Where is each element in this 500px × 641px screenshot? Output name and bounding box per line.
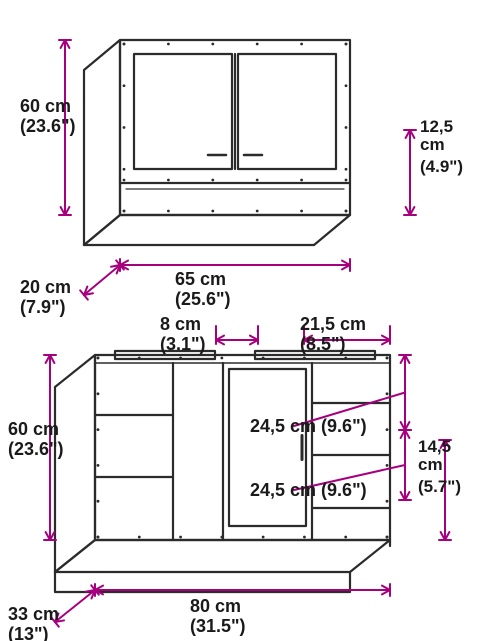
dim-mid_right_w: 21,5 cm(8.5") xyxy=(300,314,390,354)
svg-text:24,5 cm (9.6"): 24,5 cm (9.6") xyxy=(250,480,367,500)
svg-text:cm: cm xyxy=(420,135,445,154)
svg-text:(25.6"): (25.6") xyxy=(175,289,231,309)
svg-text:33 cm: 33 cm xyxy=(8,604,59,624)
dim-top_right_h: 12,5cm (4.9") xyxy=(404,117,463,215)
dim-bot_depth: 33 cm(13") xyxy=(8,585,99,641)
svg-text:14,5: 14,5 xyxy=(418,437,451,456)
svg-text:(8.5"): (8.5") xyxy=(300,334,346,354)
svg-text:12,5: 12,5 xyxy=(420,117,453,136)
svg-text:(31.5"): (31.5") xyxy=(190,616,246,636)
svg-text:24,5 cm (9.6"): 24,5 cm (9.6") xyxy=(250,416,367,436)
svg-text:(4.9"): (4.9") xyxy=(420,157,463,176)
svg-text:65 cm: 65 cm xyxy=(175,269,226,289)
dim-top_height: 60 cm(23.6") xyxy=(20,40,76,215)
svg-text:60 cm: 60 cm xyxy=(20,96,71,116)
dim-bot_r_h1: 24,5 cm (9.6") xyxy=(250,355,411,436)
dim-top_depth: 20 cm(7.9") xyxy=(20,260,124,317)
svg-text:(23.6"): (23.6") xyxy=(8,439,64,459)
dimension-diagram: 60 cm(23.6")12,5cm(4.9")65 cm(25.6")20 c… xyxy=(0,0,500,641)
svg-text:cm: cm xyxy=(418,455,443,474)
svg-text:21,5 cm: 21,5 cm xyxy=(300,314,366,334)
svg-text:20 cm: 20 cm xyxy=(20,277,71,297)
dim-top_width: 65 cm(25.6") xyxy=(120,259,350,309)
top-cabinet xyxy=(84,40,350,245)
dim-mid_gap: 8 cm(3.1") xyxy=(160,314,258,354)
svg-text:8 cm: 8 cm xyxy=(160,314,201,334)
svg-text:(3.1"): (3.1") xyxy=(160,334,206,354)
svg-text:(23.6"): (23.6") xyxy=(20,116,76,136)
svg-text:(13"): (13") xyxy=(8,624,49,641)
svg-text:60 cm: 60 cm xyxy=(8,419,59,439)
bottom-cabinet xyxy=(55,351,390,592)
svg-text:(5.7"): (5.7") xyxy=(418,477,461,496)
dim-bot_r_small: 14,5cm (5.7") xyxy=(418,437,461,540)
svg-text:(7.9"): (7.9") xyxy=(20,297,66,317)
svg-text:80 cm: 80 cm xyxy=(190,596,241,616)
